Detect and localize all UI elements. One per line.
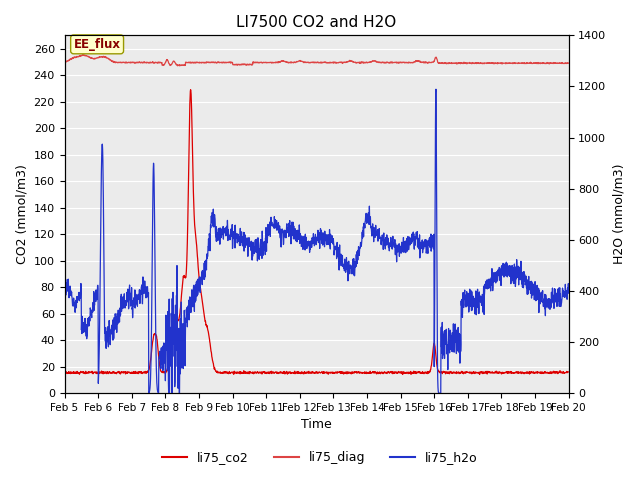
X-axis label: Time: Time xyxy=(301,419,332,432)
li75_co2 xyxy=(476,372,483,377)
li75_co2 xyxy=(306,370,314,375)
li75_h2o xyxy=(432,86,440,92)
Line: li75_diag: li75_diag xyxy=(65,55,568,66)
Text: EE_flux: EE_flux xyxy=(74,38,120,51)
li75_h2o xyxy=(550,286,558,291)
li75_co2 xyxy=(550,370,558,375)
li75_diag xyxy=(564,60,572,66)
li75_h2o xyxy=(564,290,572,296)
Y-axis label: CO2 (mmol/m3): CO2 (mmol/m3) xyxy=(15,164,28,264)
Line: li75_co2: li75_co2 xyxy=(65,90,568,374)
li75_diag xyxy=(79,52,87,58)
li75_co2 xyxy=(292,369,300,375)
Line: li75_h2o: li75_h2o xyxy=(65,89,568,393)
Title: LI7500 CO2 and H2O: LI7500 CO2 and H2O xyxy=(236,15,397,30)
li75_diag xyxy=(550,60,558,66)
li75_h2o xyxy=(61,291,68,297)
li75_h2o xyxy=(306,239,314,244)
Y-axis label: H2O (mmol/m3): H2O (mmol/m3) xyxy=(612,164,625,264)
li75_diag xyxy=(550,60,558,66)
li75_h2o xyxy=(292,228,300,233)
Legend: li75_co2, li75_diag, li75_h2o: li75_co2, li75_diag, li75_h2o xyxy=(157,446,483,469)
li75_h2o xyxy=(86,305,94,311)
li75_diag xyxy=(307,60,314,65)
li75_co2 xyxy=(86,370,94,375)
li75_diag xyxy=(61,59,68,64)
li75_diag xyxy=(293,59,301,64)
li75_h2o xyxy=(165,390,173,396)
li75_diag xyxy=(458,60,466,66)
li75_co2 xyxy=(550,369,558,375)
li75_co2 xyxy=(564,369,572,375)
li75_diag xyxy=(176,63,184,69)
li75_co2 xyxy=(61,370,68,375)
li75_co2 xyxy=(187,87,195,93)
li75_h2o xyxy=(458,298,466,303)
li75_diag xyxy=(86,55,94,61)
li75_co2 xyxy=(458,370,465,375)
li75_h2o xyxy=(550,294,558,300)
